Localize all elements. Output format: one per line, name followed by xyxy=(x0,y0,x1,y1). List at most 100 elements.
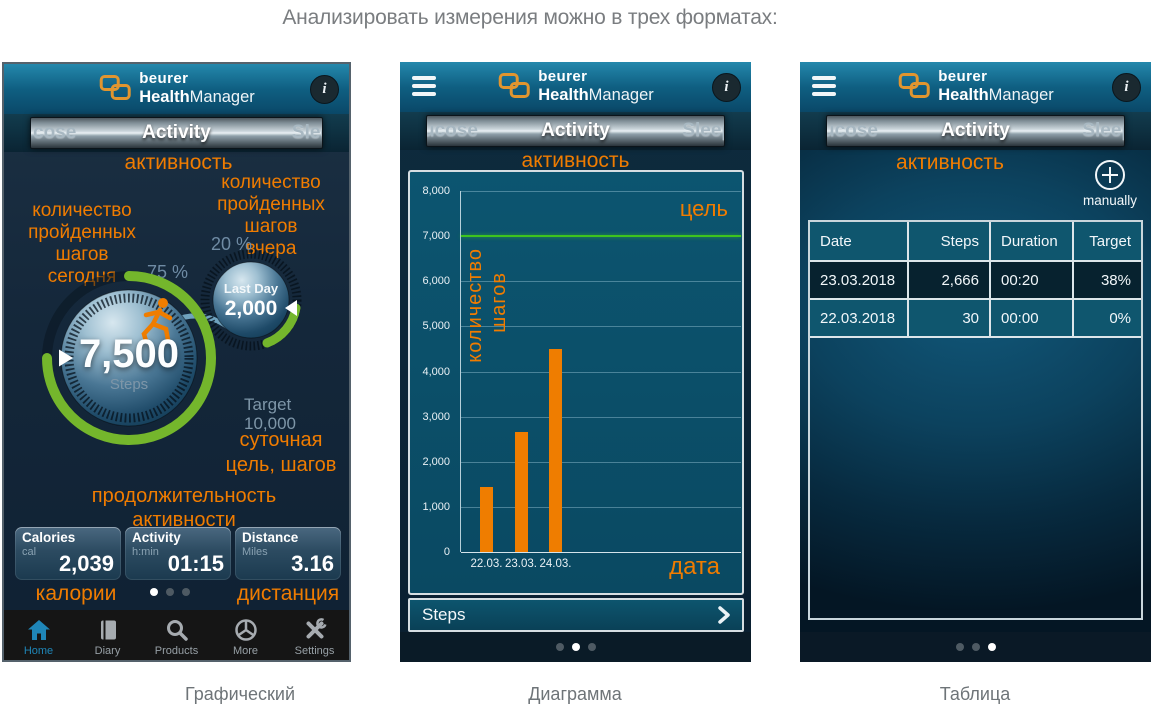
steps-today-value: 7,500 xyxy=(78,332,180,376)
annotation-y-label-2: шагов xyxy=(488,272,510,333)
x-tick-label: 24.03. xyxy=(539,558,572,570)
column-header-target[interactable]: Target xyxy=(1074,222,1141,262)
tab-glucose[interactable]: ucose xyxy=(426,120,478,141)
chart-bar xyxy=(514,431,528,552)
caption-graphical: Графический xyxy=(185,684,295,704)
target-label: Target xyxy=(244,395,292,414)
brand-top: beurer xyxy=(938,68,988,85)
measurements-table: Date Steps Duration Target 23.03.2018 2,… xyxy=(808,220,1143,620)
brand-text: beurer HealthManager xyxy=(938,68,1054,104)
last-day-value: 2,000 xyxy=(224,297,278,320)
app-header: beurer HealthManager i xyxy=(400,62,751,113)
tab-glucose[interactable]: ucose xyxy=(826,120,878,141)
brand-rest: Manager xyxy=(988,85,1054,104)
category-tabbar: ucose Activity Sleep xyxy=(800,112,1151,150)
beurer-logo: beurer HealthManager xyxy=(98,70,255,106)
annotation-calories: калории xyxy=(35,582,117,605)
brand-bold: Health xyxy=(938,85,989,104)
cell-target: 0% xyxy=(1074,300,1141,338)
goal-line xyxy=(461,235,741,238)
steps-row-label: Steps xyxy=(422,605,466,624)
card-unit: cal xyxy=(22,546,37,558)
card-activity[interactable]: Activity h:min 01:15 xyxy=(125,527,231,580)
gridline xyxy=(461,281,741,283)
target-value: 10,000 xyxy=(244,414,296,433)
info-button[interactable]: i xyxy=(310,75,339,104)
y-tick-label: 0 xyxy=(443,546,450,558)
menu-icon[interactable] xyxy=(812,76,836,96)
tab-glucose[interactable]: cose xyxy=(33,122,77,143)
beurer-logo-icon xyxy=(898,73,930,99)
nav-label: Home xyxy=(23,645,54,657)
page-indicator-dot xyxy=(955,643,964,651)
phone-graphical-view: beurer HealthManager i cose Activity Sle… xyxy=(2,62,351,662)
y-tick-label: 2,000 xyxy=(422,455,450,468)
card-value: 01:15 xyxy=(167,551,224,576)
column-header-steps[interactable]: Steps xyxy=(909,222,991,262)
tab-sleep[interactable]: Slee xyxy=(291,122,322,143)
nav-label: Settings xyxy=(294,645,335,657)
brand-bold: Health xyxy=(538,85,589,104)
page-indicator-dot xyxy=(150,588,158,596)
info-button[interactable]: i xyxy=(712,73,741,102)
home-icon xyxy=(27,620,50,640)
small-gauge-marker xyxy=(285,300,297,316)
column-header-duration[interactable]: Duration xyxy=(991,222,1074,262)
table-header-row: Date Steps Duration Target xyxy=(810,222,1141,262)
bottom-navigation: Home Diary Products More xyxy=(4,610,349,660)
percent-yesterday: 20 % xyxy=(211,234,253,254)
steps-row-button[interactable]: Steps xyxy=(408,598,744,632)
card-distance[interactable]: Distance Miles 3.16 xyxy=(235,527,341,580)
add-manually-label: manually xyxy=(1082,193,1138,208)
tab-sleep[interactable]: Sleep xyxy=(1082,120,1124,141)
runner-icon xyxy=(141,298,173,344)
chart-y-axis: 8,000 7,000 6,000 5,000 4,000 3,000 2,000 1,000… xyxy=(410,185,454,566)
nav-item-more[interactable]: More xyxy=(211,610,280,660)
cell-date: 23.03.2018 xyxy=(810,262,909,300)
diary-icon xyxy=(100,620,116,640)
annotation-activity: активность xyxy=(896,151,1004,174)
last-day-label: Last Day xyxy=(223,281,279,296)
tab-activity[interactable]: Activity xyxy=(541,120,610,141)
nav-item-settings[interactable]: Settings xyxy=(280,610,349,660)
nav-item-home[interactable]: Home xyxy=(4,610,73,660)
y-tick-label: 8,000 xyxy=(422,185,450,197)
brand-top: beurer xyxy=(139,70,189,87)
brand-text: beurer HealthManager xyxy=(538,68,654,104)
nav-item-diary[interactable]: Diary xyxy=(73,610,142,660)
info-button[interactable]: i xyxy=(1112,73,1141,102)
page-indicator xyxy=(400,632,751,662)
add-manually-button[interactable] xyxy=(1095,160,1125,190)
chart-plot: 22.03. 23.03. 24.03. xyxy=(460,191,741,570)
page-indicator-dot xyxy=(182,588,190,596)
column-header-date[interactable]: Date xyxy=(810,222,909,262)
more-icon xyxy=(234,619,257,641)
tab-slider: ucose Activity Sleep xyxy=(826,115,1125,147)
table-row[interactable]: 23.03.2018 2,666 00:20 38% xyxy=(810,262,1141,300)
app-header: beurer HealthManager i xyxy=(4,64,349,115)
x-tick-label: 23.03. xyxy=(505,558,537,570)
y-tick-label: 6,000 xyxy=(422,275,450,288)
nav-label: More xyxy=(232,645,259,657)
cell-steps: 2,666 xyxy=(909,262,991,300)
brand-rest: Manager xyxy=(588,85,654,104)
page-indicator-dot xyxy=(166,588,174,596)
card-label: Calories xyxy=(22,530,76,545)
table-row[interactable]: 22.03.2018 30 00:00 0% xyxy=(810,300,1141,338)
annotation-duration: продолжительность активности xyxy=(91,485,277,531)
menu-icon[interactable] xyxy=(412,76,436,96)
app-header: beurer HealthManager i xyxy=(800,62,1151,113)
annotation-activity: активность xyxy=(124,151,233,174)
card-calories[interactable]: Calories cal 2,039 xyxy=(15,527,121,580)
x-tick-label: 22.03. xyxy=(470,558,503,570)
caption-table: Таблица xyxy=(939,684,1011,704)
nav-item-products[interactable]: Products xyxy=(142,610,211,660)
card-unit: Miles xyxy=(242,546,268,558)
tab-sleep[interactable]: Sleep xyxy=(682,120,724,141)
steps-chart-panel: 8,000 7,000 6,000 5,000 4,000 3,000 2,000 1,000… xyxy=(408,170,744,595)
tab-activity[interactable]: Activity xyxy=(142,122,211,143)
tab-activity[interactable]: Activity xyxy=(941,120,1010,141)
gridline xyxy=(461,552,741,553)
page-indicator-dot xyxy=(571,643,580,651)
annotation-distance: дистанция xyxy=(236,582,340,605)
